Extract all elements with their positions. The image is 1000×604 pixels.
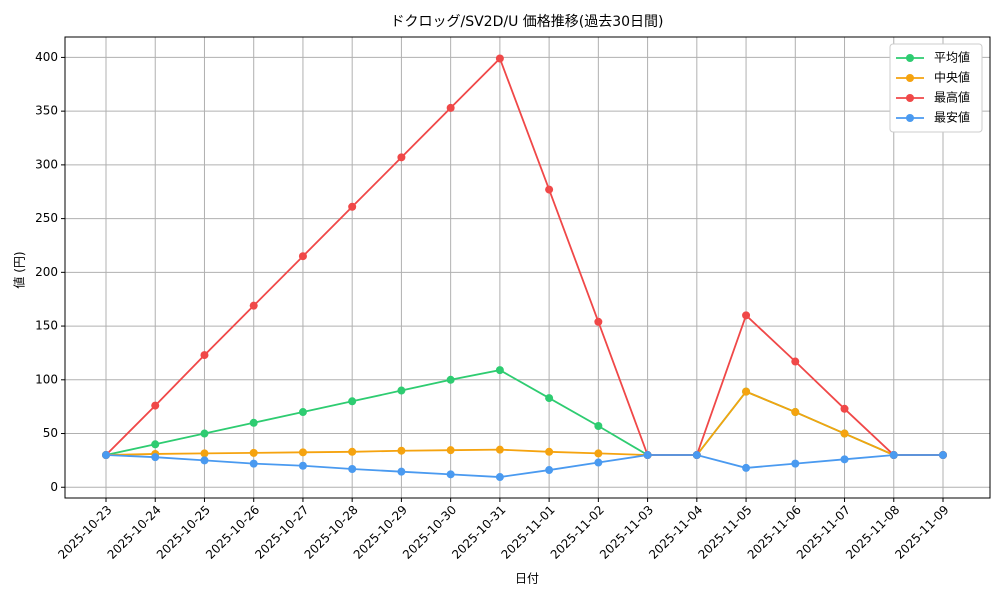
legend-label: 最高値 (934, 90, 970, 105)
data-point (742, 387, 751, 396)
data-point (889, 451, 898, 460)
data-point (495, 473, 504, 482)
data-point (298, 252, 307, 261)
data-point (545, 466, 554, 475)
data-point (151, 440, 160, 449)
data-point (298, 408, 307, 417)
data-point (791, 357, 800, 366)
data-point (791, 408, 800, 417)
data-point (446, 375, 455, 384)
data-point (840, 429, 849, 438)
data-point (348, 464, 357, 473)
data-point (939, 451, 947, 460)
data-point (446, 103, 455, 112)
y-tick-label: 200 (35, 265, 58, 279)
data-point (348, 447, 357, 456)
data-point (200, 449, 209, 458)
data-point (594, 449, 603, 458)
y-tick-label: 150 (35, 319, 58, 333)
data-point (692, 451, 701, 460)
data-point (545, 185, 554, 194)
data-point (200, 456, 209, 465)
legend-label: 最安値 (934, 110, 970, 125)
legend-label: 中央値 (934, 70, 970, 85)
data-point (594, 317, 603, 326)
data-point (249, 418, 258, 427)
x-axis-label: 日付 (515, 572, 539, 586)
data-point (249, 459, 258, 468)
data-point (397, 467, 406, 476)
data-point (397, 386, 406, 395)
data-point (545, 394, 554, 403)
data-point (151, 401, 160, 410)
plot-frame (64, 36, 991, 499)
legend-box (889, 43, 983, 133)
y-tick-label: 300 (35, 157, 58, 171)
data-point (200, 429, 209, 438)
legend-marker (906, 74, 914, 82)
y-tick-label: 0 (50, 480, 58, 494)
y-tick-label: 50 (43, 426, 58, 440)
y-tick-label: 350 (35, 104, 58, 118)
data-point (742, 463, 751, 472)
data-point (397, 446, 406, 455)
legend-marker (906, 54, 914, 62)
data-point (594, 422, 603, 431)
data-point (249, 301, 258, 310)
data-point (151, 453, 160, 462)
series-line (105, 56, 943, 456)
y-tick-label: 250 (35, 211, 58, 225)
data-point (791, 459, 800, 468)
data-point (102, 451, 110, 460)
y-tick-label: 400 (35, 50, 58, 64)
series-line (105, 390, 943, 456)
y-axis-label: 値 (円) (12, 251, 27, 288)
data-point (495, 54, 504, 63)
data-point (249, 448, 258, 457)
legend-marker (906, 94, 914, 102)
chart-title: ドクロッグ/SV2D/U 価格推移(過去30日間) (390, 14, 663, 30)
data-point (446, 470, 455, 479)
data-point (840, 404, 849, 413)
data-point (594, 458, 603, 467)
y-tick-label: 100 (35, 372, 58, 386)
data-point (742, 311, 751, 320)
data-point (348, 202, 357, 211)
data-point (643, 451, 652, 460)
data-point (298, 461, 307, 470)
data-point (348, 397, 357, 406)
data-point (200, 351, 209, 360)
series-line (105, 454, 943, 478)
data-point (397, 153, 406, 162)
data-point (545, 447, 554, 456)
legend-marker (906, 114, 914, 122)
data-point (298, 448, 307, 457)
data-point (495, 366, 504, 375)
legend-label: 平均値 (934, 50, 970, 65)
data-point (446, 446, 455, 455)
data-point (495, 445, 504, 454)
data-point (840, 455, 849, 464)
